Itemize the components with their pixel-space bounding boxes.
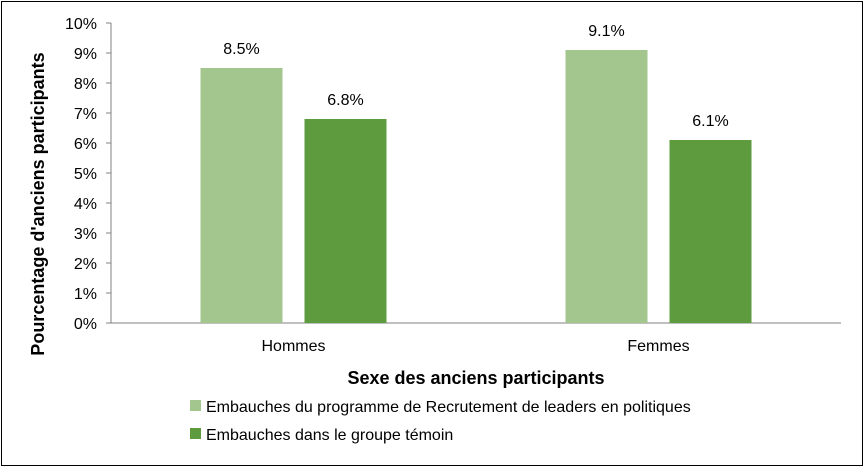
- bar-femmes-series-1: [565, 50, 648, 323]
- data-label: 9.1%: [588, 23, 624, 40]
- y-axis-title: Pourcentage d'anciens participants: [28, 52, 48, 355]
- y-tick-label: 1%: [74, 286, 97, 303]
- legend-swatch-1: [190, 400, 201, 411]
- x-category-label: Hommes: [261, 338, 325, 355]
- data-label: 6.8%: [327, 92, 363, 109]
- x-category-label: Femmes: [627, 338, 689, 355]
- y-tick-label: 3%: [74, 226, 97, 243]
- x-axis-categories: Hommes Femmes: [261, 338, 689, 355]
- data-labels: 8.5% 6.8% 9.1% 6.1%: [223, 23, 728, 130]
- y-tick-label: 0%: [74, 316, 97, 333]
- y-tick-label: 8%: [74, 76, 97, 93]
- y-tick-label: 7%: [74, 106, 97, 123]
- x-axis-title: Sexe des anciens participants: [347, 368, 604, 388]
- y-tick-label: 5%: [74, 166, 97, 183]
- y-tick-label: 2%: [74, 256, 97, 273]
- legend-label-2: Embauches dans le groupe témoin: [206, 427, 453, 444]
- data-label: 6.1%: [692, 113, 728, 130]
- legend: Embauches du programme de Recrutement de…: [190, 399, 691, 444]
- legend-label-1: Embauches du programme de Recrutement de…: [206, 399, 691, 416]
- legend-swatch-2: [190, 428, 201, 439]
- data-label: 8.5%: [223, 41, 259, 58]
- bars: [200, 50, 752, 323]
- y-tick-label: 4%: [74, 196, 97, 213]
- bar-femmes-series-2: [669, 140, 752, 323]
- y-tick-label: 6%: [74, 136, 97, 153]
- y-tick-label: 9%: [74, 46, 97, 63]
- y-tick-label: 10%: [65, 16, 97, 33]
- bar-hommes-series-1: [200, 68, 283, 323]
- y-axis: 0% 1% 2% 3% 4% 5% 6% 7% 8% 9% 10%: [65, 16, 841, 333]
- bar-hommes-series-2: [304, 119, 387, 323]
